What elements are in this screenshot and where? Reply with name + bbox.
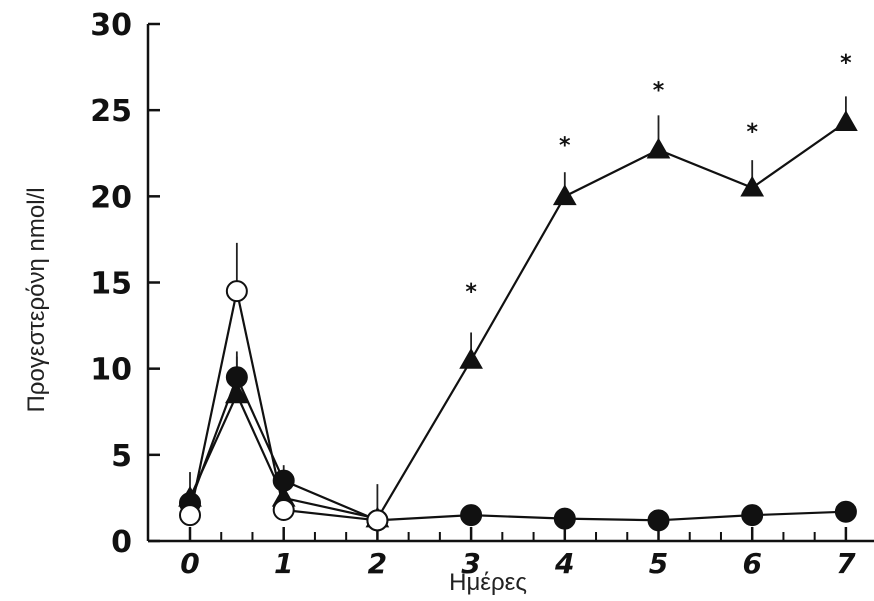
y-tick-labels: 0 5 10 15 20 25 30 [90,8,132,560]
data-point-triangle [224,382,249,404]
data-point-triangle [834,110,858,131]
x-tick-labels: 0 1 2 3 4 5 6 7 [180,547,856,580]
data-point-open-circle [272,498,295,521]
annotation-layer: * * * * * [465,51,852,305]
data-point-open-circle [366,509,389,532]
significance-star: * [465,280,477,305]
x-tick-label: 1 [274,547,293,580]
data-point-triangle [552,184,577,206]
data-point-filled-circle [272,469,295,492]
data-point-filled-circle [553,507,576,530]
y-tick-label: 5 [111,439,132,474]
significance-star: * [653,78,665,103]
y-tick-label: 30 [90,8,132,43]
data-point-filled-circle [834,500,857,523]
data-point-open-circle [225,280,248,303]
series-line [188,121,847,520]
x-tick-label: 2 [368,547,387,580]
data-point-triangle [646,137,671,159]
series-layer [178,96,858,532]
data-point-triangle [740,175,765,197]
x-tick-label: 0 [180,547,199,580]
x-tick-label: 5 [649,547,668,580]
x-tick-label: 4 [554,547,574,580]
x-tick-label: 7 [836,547,856,580]
y-tick-label: 0 [111,525,132,560]
significance-star: * [746,120,758,145]
axes [146,22,874,543]
data-point-triangle [459,348,483,369]
y-tick-label: 15 [90,267,132,302]
significance-star: * [840,51,852,76]
data-point-open-circle [179,504,201,527]
data-point-filled-circle [647,509,670,532]
y-axis-label: Προγεστερόνη nmol/l [23,187,50,412]
data-point-filled-circle [460,504,483,527]
significance-star: * [559,134,571,159]
y-tick-label: 20 [90,180,132,215]
data-point-filled-circle [225,366,248,389]
x-tick-label: 6 [742,547,761,580]
series-line [188,290,378,522]
x-tick-label: 3 [461,547,480,580]
data-point-filled-circle [741,504,764,527]
x-axis-label: Ημέρες [449,569,527,596]
y-tick-label: 10 [90,353,132,388]
y-tick-label: 25 [90,94,132,129]
